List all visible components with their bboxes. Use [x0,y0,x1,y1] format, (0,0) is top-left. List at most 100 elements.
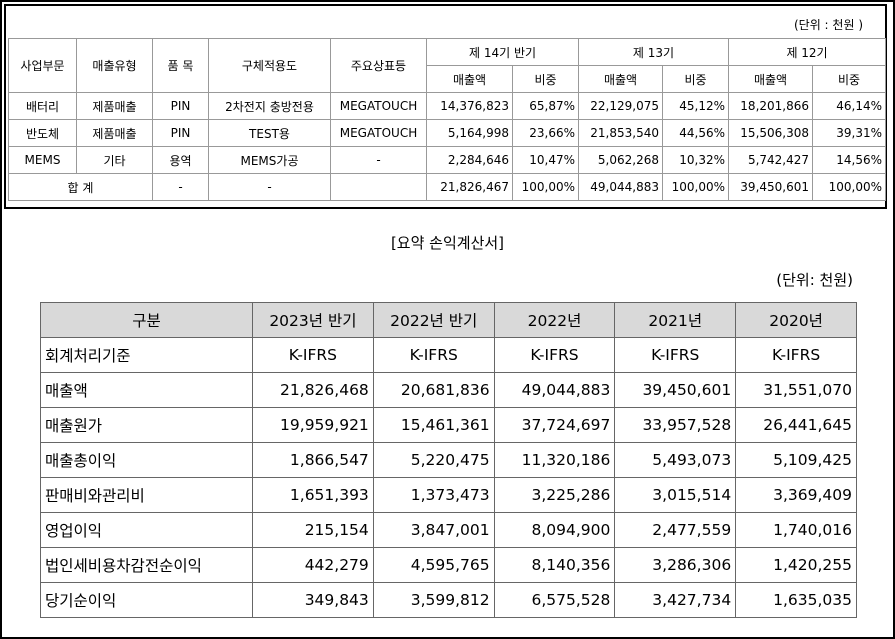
cell: 10,47% [512,146,579,174]
unit-label: (단위: 천원) [776,271,853,289]
header-row: 사업부문 매출유형 품 목 구체적용도 주요상표등 제 14기 반기 제 13기 제 12기 [8,38,887,93]
header-cell: 2022년 반기 [372,302,495,338]
cell: 2,477,559 [614,512,737,548]
cell: 2,284,646 [426,146,513,174]
cell: 8,094,900 [493,512,616,548]
cell: 14,56% [812,146,887,174]
cell: 39,450,601 [614,372,737,408]
cell: 제품매출 [76,92,153,120]
data-row: 회계처리기준 K-IFRS K-IFRS K-IFRS K-IFRS K-IFRS [40,337,857,373]
cell: 65,87% [512,92,579,120]
cell: 1,373,473 [372,477,495,513]
cell: K-IFRS [735,337,857,373]
data-row: 매출총이익 1,866,547 5,220,475 11,320,186 5,493,0… [40,442,857,478]
cell: 5,109,425 [735,442,857,478]
summary-table: 구분 2023년 반기 2022년 반기 2022년 2021년 2020년 회계처리기준 K… [40,302,857,618]
cell: 5,062,268 [578,146,663,174]
cell: 용역 [152,146,209,174]
cell: 100,00% [661,173,730,201]
cell: 15,461,361 [372,407,495,443]
cell: 3,015,514 [614,477,737,513]
cell: 22,129,075 [578,92,663,120]
cell: 1,740,016 [735,512,857,548]
cell: 반도체 [8,119,77,147]
cell: - [208,173,331,201]
cell: MEGATOUCH [330,92,427,120]
data-row: 법인세비용차감전순이익 442,279 4,595,765 8,140,356 3,28… [40,547,857,583]
cell: 8,140,356 [493,547,616,583]
cell: 판매비와관리비 [40,477,253,513]
cell: 3,599,812 [372,582,495,618]
header-cell: 비중 [812,65,887,93]
cell: 5,493,073 [614,442,737,478]
header-cell: 비중 [661,65,730,93]
cell: 3,369,409 [735,477,857,513]
header-cell: 품 목 [152,38,209,93]
header-cell: 매출유형 [76,38,153,93]
cell: 1,635,035 [735,582,857,618]
header-cell: 매출액 [426,65,513,93]
cell: 21,853,540 [578,119,663,147]
cell: 5,220,475 [372,442,495,478]
header-cell: 사업부문 [8,38,77,93]
cell: - [330,146,427,174]
cell: PIN [152,119,209,147]
header-cell: 제 12기 [728,38,887,66]
cell: MEGATOUCH [330,119,427,147]
data-row: 영업이익 215,154 3,847,001 8,094,900 2,477,559 1,… [40,512,857,548]
header-cell: 2021년 [614,302,737,338]
cell: 배터리 [8,92,77,120]
cell: K-IFRS [372,337,495,373]
cell: 제품매출 [76,119,153,147]
cell: 21,826,468 [252,372,374,408]
cell: 매출액 [40,372,253,408]
cell: 영업이익 [40,512,253,548]
data-row: 반도체 제품매출 PIN TEST용 MEGATOUCH 5,164,998 23,66% 2… [8,119,887,147]
cell: 3,847,001 [372,512,495,548]
header-cell: 매출액 [728,65,814,93]
cell: K-IFRS [252,337,374,373]
header-row: 매출액 비중 매출액 비중 매출액 비중 [9,65,887,93]
cell: 5,742,427 [728,146,814,174]
cell: 당기순이익 [40,582,253,618]
cell: MEMS가공 [208,146,331,174]
header-cell: 제 14기 반기 [426,38,579,66]
cell: PIN [152,92,209,120]
cell: 26,441,645 [735,407,857,443]
cell: 1,866,547 [252,442,374,478]
cell: 10,32% [661,146,730,174]
data-row: 매출액 21,826,468 20,681,836 49,044,883 39,450,… [40,372,857,408]
cell: 37,724,697 [493,407,616,443]
cell: 3,286,306 [614,547,737,583]
header-cell: 매출액 [578,65,663,93]
total-row: 합 계 - -21,826,467 100,00% 49,044,883 100,00% 3… [8,173,887,201]
cell: 44,56% [661,119,730,147]
cell: 법인세비용차감전순이익 [40,547,253,583]
cell: 4,595,765 [372,547,495,583]
cell: 20,681,836 [372,372,495,408]
unit-label: (단위 : 천원 ) [793,18,863,32]
cell: 1,651,393 [252,477,374,513]
top-section: (단위 : 천원 ) 사업부문 매출유형 품 목 구체적용도 주요상표등 제 14기 반기… [4,4,887,209]
header-cell: 주요상표등 [330,38,427,93]
header-cell: 2020년 [735,302,857,338]
total-label: 합 계 [8,173,153,201]
cell: 23,66% [512,119,579,147]
cell: - [152,173,209,201]
cell: 2차전지 충방전용 [208,92,331,120]
summary-title: [요약 손익계산서] [390,234,505,252]
cell: 19,959,921 [252,407,374,443]
data-row: MEMS 기타 용역 MEMS가공 -2,284,646 10,47% 5,062,268 1… [8,146,887,174]
cell: 39,31% [812,119,887,147]
cell: 1,420,255 [735,547,857,583]
cell: K-IFRS [614,337,737,373]
cell: TEST용 [208,119,331,147]
cell: 33,957,528 [614,407,737,443]
cell: 15,506,308 [728,119,814,147]
data-row: 매출원가 19,959,921 15,461,361 37,724,697 33,957… [40,407,857,443]
cell: 100,00% [512,173,579,201]
cell: 회계처리기준 [40,337,253,373]
cell: 100,00% [812,173,887,201]
cell: 46,14% [812,92,887,120]
